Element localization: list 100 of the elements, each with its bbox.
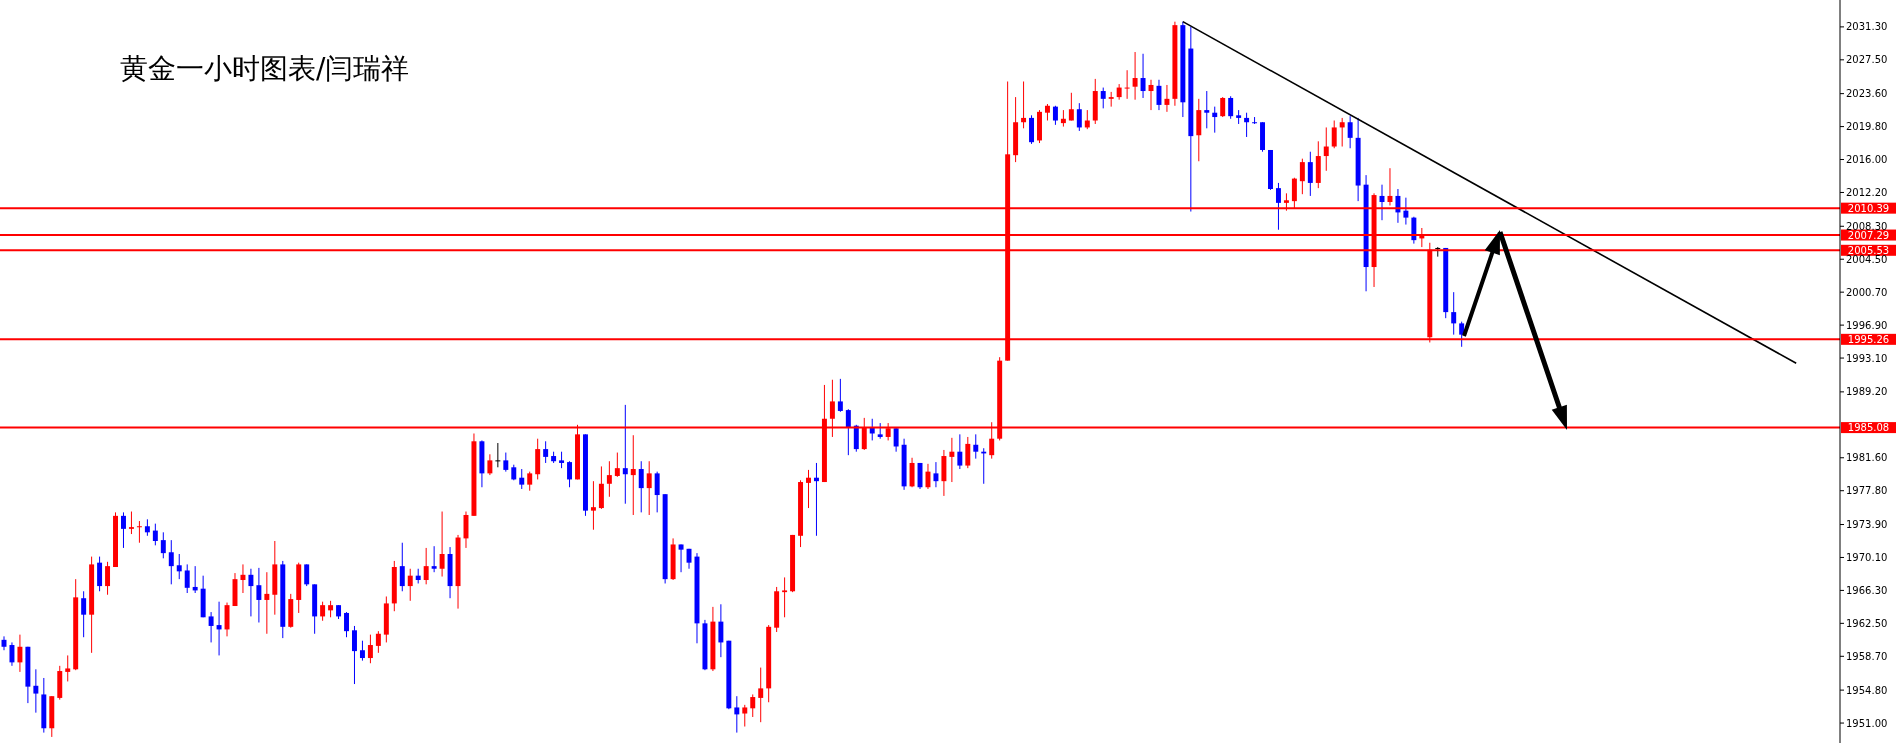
candlestick — [782, 576, 788, 618]
candlestick — [1220, 96, 1226, 118]
candlestick — [893, 426, 899, 453]
candlestick — [375, 630, 381, 654]
candlestick — [622, 404, 628, 505]
candlestick — [256, 567, 262, 623]
candlestick — [320, 601, 326, 622]
ref-line-label: 2005.53 — [1847, 244, 1890, 256]
y-tick-label: 2027.50 — [1846, 54, 1888, 66]
candlestick — [590, 480, 596, 531]
candlestick — [128, 511, 134, 535]
candlestick — [495, 442, 501, 468]
candlestick — [33, 668, 39, 714]
candlestick — [543, 440, 549, 464]
candlestick — [1164, 84, 1170, 113]
candlestick — [208, 611, 214, 643]
candlestick — [264, 571, 270, 635]
y-tick-label: 1958.70 — [1846, 650, 1888, 662]
candlestick — [439, 511, 445, 578]
candlestick — [1212, 106, 1218, 134]
candlestick — [606, 460, 612, 498]
candlestick — [1100, 87, 1106, 109]
ref-line-label: 2010.39 — [1847, 202, 1890, 214]
candlestick — [1204, 90, 1210, 129]
candlestick — [17, 634, 23, 673]
candlestick — [176, 553, 182, 580]
candlestick — [853, 424, 859, 453]
ref-line-label: 1995.26 — [1847, 333, 1890, 345]
candlestick — [638, 460, 644, 513]
candlestick — [423, 547, 429, 585]
y-tick-label: 2019.80 — [1846, 121, 1888, 133]
candlestick — [646, 460, 652, 516]
candlestick — [957, 433, 963, 470]
candlestick — [1331, 120, 1337, 149]
candlestick — [344, 611, 349, 638]
candlestick — [248, 568, 254, 617]
candlestick — [845, 408, 851, 456]
candlestick — [407, 568, 413, 602]
candlestick — [184, 563, 190, 594]
candlestick — [1299, 158, 1305, 195]
candlestick — [1124, 69, 1130, 100]
candlestick — [81, 590, 87, 638]
candlestick — [487, 453, 493, 476]
candlestick — [965, 436, 971, 469]
candlestick — [1068, 92, 1074, 122]
candlestick — [431, 545, 437, 573]
candlestick — [1140, 53, 1146, 99]
ref-line-label: 2007.29 — [1847, 229, 1890, 241]
candlestick — [1228, 95, 1234, 120]
y-tick-label: 2012.20 — [1846, 187, 1888, 199]
candlestick — [9, 641, 15, 667]
candlestick — [1244, 112, 1250, 138]
y-tick-label: 2008.30 — [1846, 220, 1888, 232]
candlestick — [1132, 51, 1138, 101]
candlestick — [1156, 79, 1162, 111]
y-tick-label: 1981.60 — [1846, 452, 1888, 464]
candlestick — [399, 542, 405, 592]
candlestick — [742, 704, 748, 728]
candlestick — [630, 434, 636, 516]
candlestick — [1052, 105, 1058, 126]
candlestick — [1307, 151, 1313, 197]
candlestick — [1076, 102, 1082, 132]
y-tick-label: 1966.30 — [1846, 584, 1888, 596]
candlestick — [527, 471, 533, 492]
candlestick — [1339, 117, 1345, 148]
candlestick — [1275, 182, 1281, 231]
y-tick-label: 1951.00 — [1846, 717, 1888, 729]
candlestick — [352, 625, 357, 685]
candlestick — [240, 563, 246, 594]
y-tick-label: 1977.80 — [1846, 485, 1888, 497]
y-tick-label: 1970.10 — [1846, 552, 1888, 564]
candlestick — [837, 378, 843, 413]
candlestick — [654, 471, 660, 513]
candlestick — [734, 695, 740, 734]
candlestick — [1347, 115, 1353, 149]
candlestick — [758, 667, 764, 723]
y-tick-label: 1993.10 — [1846, 352, 1888, 364]
y-tick-label: 2031.30 — [1846, 21, 1888, 33]
text: 黄金一小时图表/闫瑞祥 — [120, 51, 410, 87]
candlestick — [933, 461, 939, 488]
candlestick — [806, 469, 811, 509]
candlestick — [65, 654, 71, 682]
candlestick — [1451, 291, 1457, 336]
y-tick-label: 2004.50 — [1846, 253, 1888, 265]
candlestick — [718, 603, 724, 658]
candlestick — [216, 601, 222, 656]
ref-line-label: 1985.08 — [1847, 422, 1890, 434]
candlestick — [97, 556, 103, 592]
candlestick — [678, 543, 684, 573]
y-tick-label: 2000.70 — [1846, 286, 1888, 298]
y-tick-label: 1973.90 — [1846, 519, 1888, 531]
candlestick — [304, 563, 310, 587]
candlestick — [973, 433, 979, 460]
candlestick — [359, 640, 365, 662]
candlestick — [909, 457, 915, 488]
candlestick — [503, 452, 509, 473]
candlestick — [367, 634, 373, 664]
candlestick — [136, 520, 142, 544]
y-tick-label: 1962.50 — [1846, 617, 1888, 629]
candlestick — [949, 437, 955, 483]
